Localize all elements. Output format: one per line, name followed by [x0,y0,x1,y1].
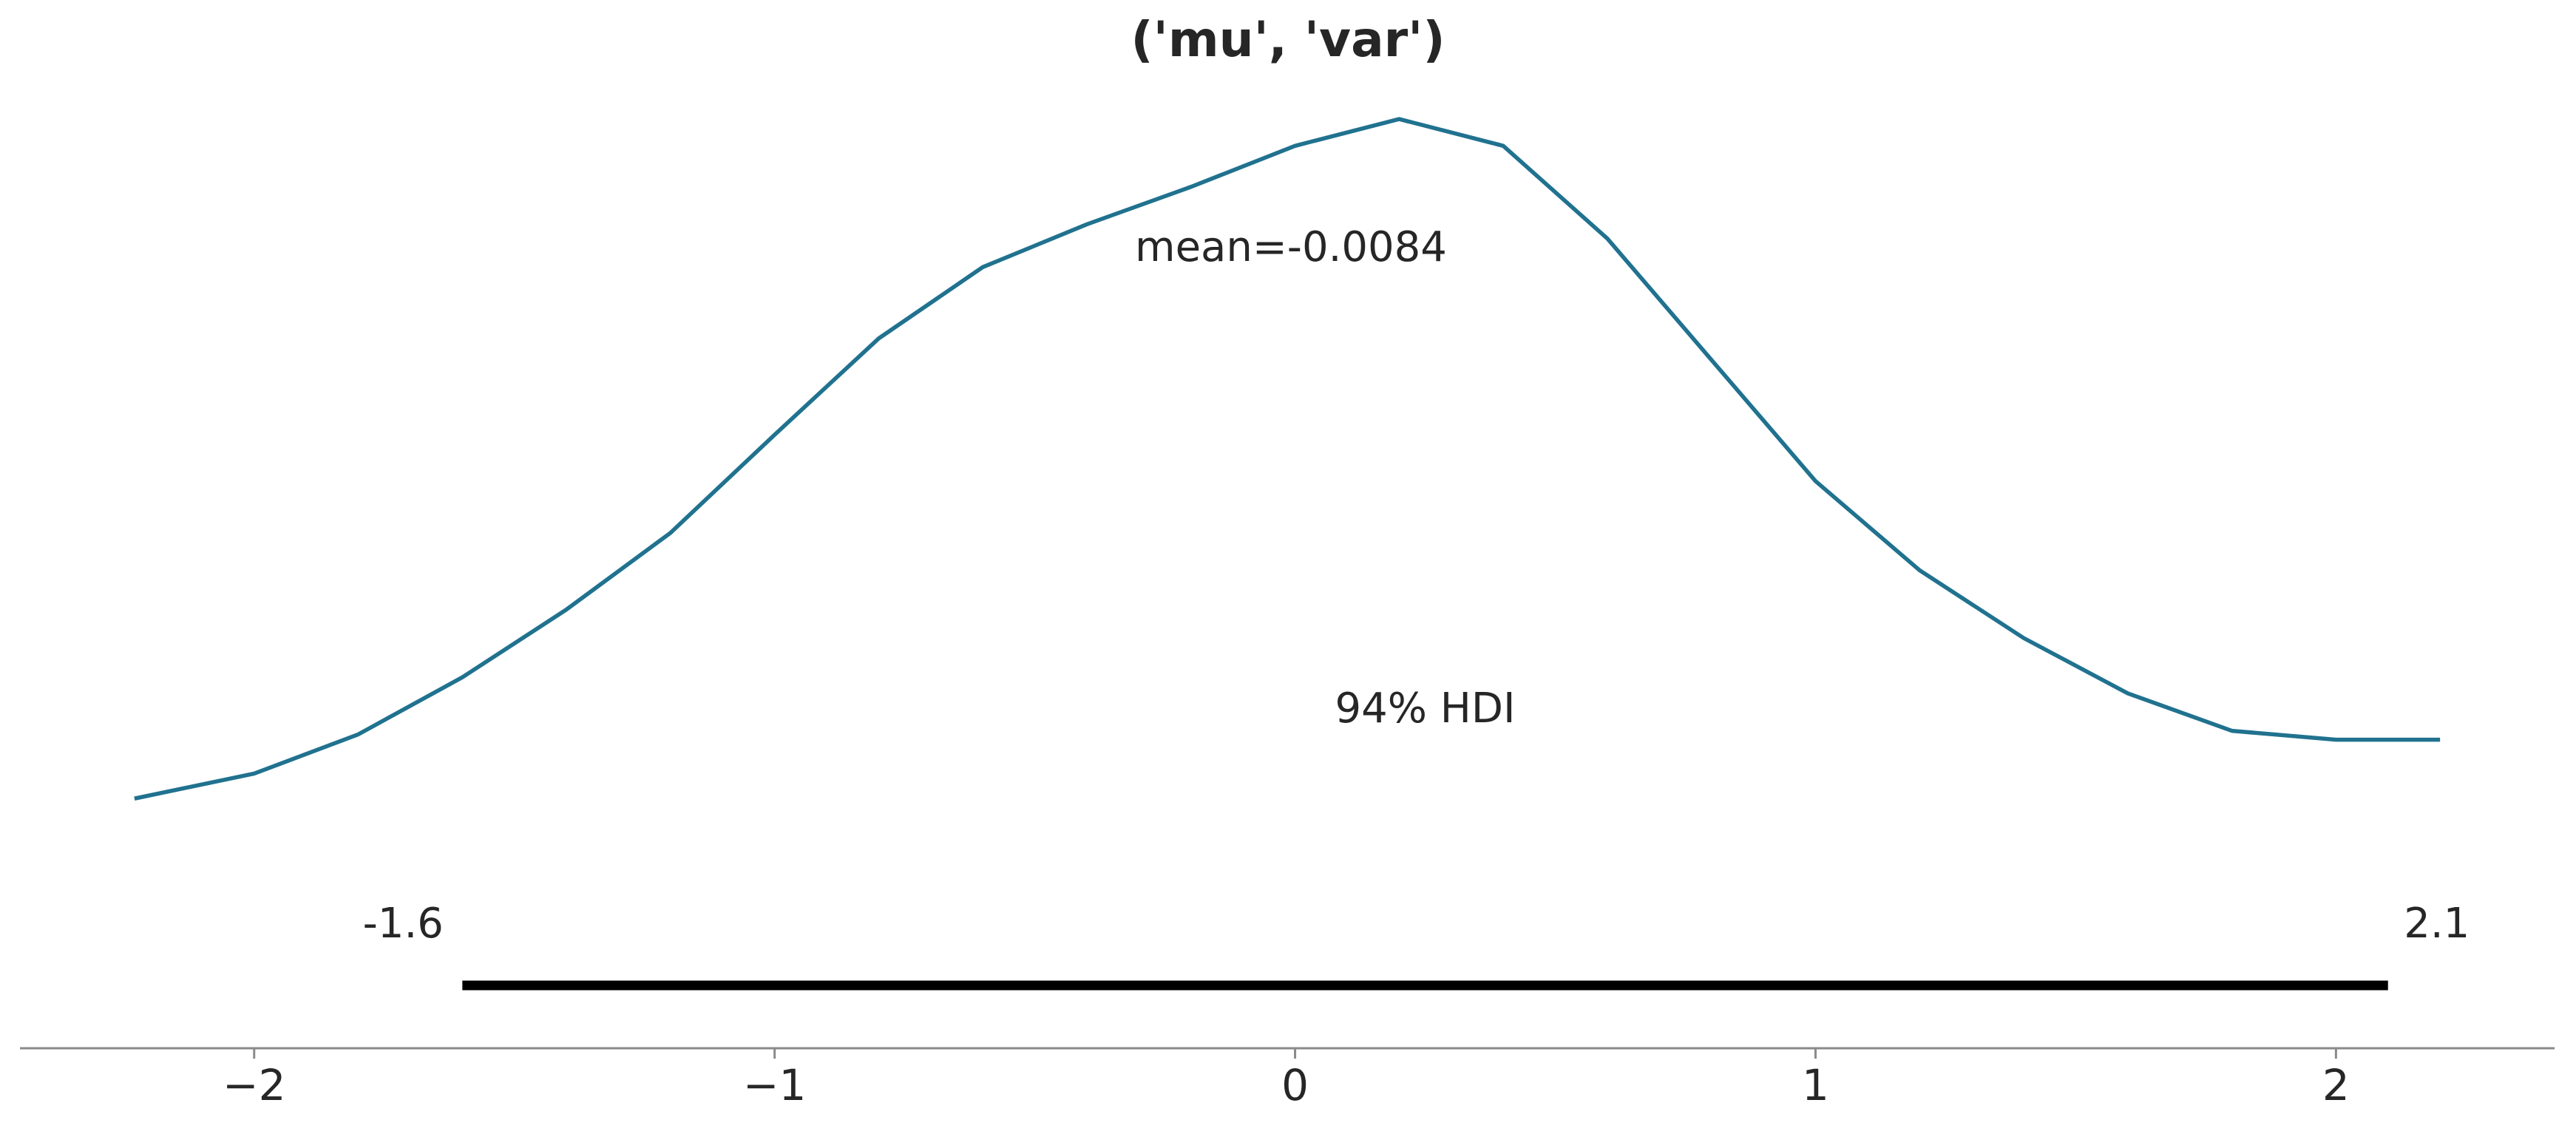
density-line [134,117,2441,801]
x-tick-label: 0 [1281,1060,1309,1110]
hdi-lower-label: -1.6 [363,900,444,948]
x-tick-label: −2 [223,1060,286,1110]
x-tick-label: −1 [743,1060,807,1110]
x-tick-label: 2 [2322,1060,2350,1110]
chart-title: ('mu', 'var') [1131,11,1445,68]
hdi-upper-label: 2.1 [2404,900,2470,948]
x-tick-label: 1 [1802,1060,1829,1110]
mean-annotation: mean=-0.0084 [1135,223,1447,271]
hdi-annotation: 94% HDI [1335,685,1516,733]
